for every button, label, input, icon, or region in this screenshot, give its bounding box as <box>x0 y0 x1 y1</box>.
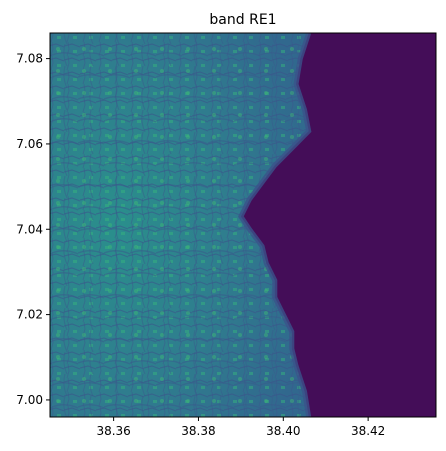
x-axis: 38.36 38.38 38.40 38.42 <box>96 417 385 438</box>
x-tick-label: 38.42 <box>351 424 385 438</box>
chart-title: band RE1 <box>209 12 276 28</box>
y-tick-label: 7.00 <box>16 393 43 407</box>
plot-frame <box>49 32 437 418</box>
x-tick-label: 38.38 <box>181 424 215 438</box>
y-tick-label: 7.04 <box>16 222 43 236</box>
y-tick-label: 7.08 <box>16 52 43 66</box>
y-axis: 7.00 7.02 7.04 7.06 7.08 <box>16 52 50 407</box>
land-texture-secondary <box>50 33 309 417</box>
x-tick-label: 38.36 <box>96 424 130 438</box>
x-tick-label: 38.40 <box>266 424 300 438</box>
y-tick-label: 7.06 <box>16 137 43 151</box>
y-tick-label: 7.02 <box>16 308 43 322</box>
plot-area <box>50 33 436 417</box>
shoreline-fringe <box>238 33 312 417</box>
